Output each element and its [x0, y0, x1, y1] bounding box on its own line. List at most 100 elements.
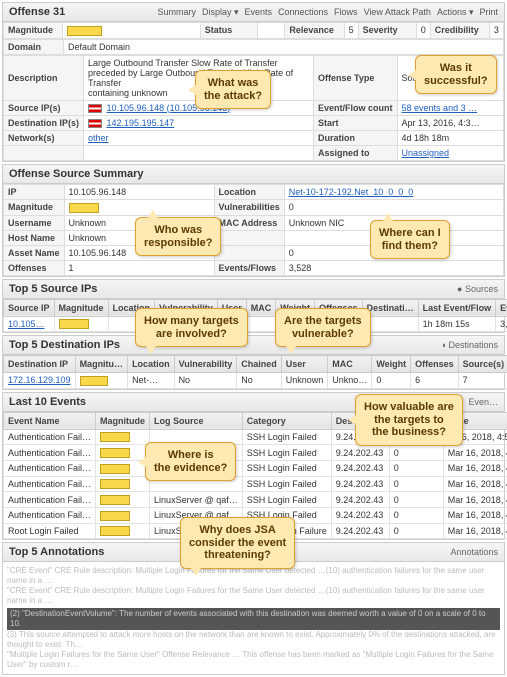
credibility-value: 3	[489, 23, 503, 39]
callout-targets-value: How valuable are the targets to the busi…	[355, 394, 463, 446]
source-summary-title: Offense Source Summary	[9, 168, 144, 180]
flag-icon	[88, 119, 102, 128]
domain-value: Default Domain	[64, 39, 504, 54]
network-link[interactable]: other	[88, 133, 109, 143]
severity-label: Severity	[358, 23, 416, 39]
col-header[interactable]: MAC	[328, 356, 372, 373]
callout-attack: What was the attack?	[195, 70, 271, 109]
annotation-line: (3) This source attempted to attack more…	[7, 630, 500, 650]
top-dest-grid: Destination IPMagnitu…LocationVulnerabil…	[3, 355, 507, 389]
annotation-line: "CRE Event" CRE Rule description: Multip…	[7, 566, 500, 586]
annotations-title: Top 5 Annotations	[9, 546, 104, 558]
col-header[interactable]: Source(s)	[458, 356, 507, 373]
callout-success: Was it successful?	[415, 55, 497, 94]
col-header[interactable]: Magnitude	[54, 299, 108, 316]
toolbar-summary[interactable]: Summary	[157, 7, 196, 17]
toolbar-events[interactable]: Events	[244, 7, 272, 17]
toolbar-display[interactable]: Display ▾	[202, 7, 239, 18]
toolbar-attackpath[interactable]: View Attack Path	[364, 7, 431, 17]
col-header[interactable]: Log Source	[150, 412, 243, 429]
col-header[interactable]: Chained	[237, 356, 282, 373]
network-label: Network(s)	[4, 130, 84, 145]
toolbar-connections[interactable]: Connections	[278, 7, 328, 17]
col-header[interactable]: Weight	[372, 356, 411, 373]
start-label: Start	[314, 115, 398, 130]
ss-host-label: Host Name	[4, 230, 65, 245]
callout-threat: Why does JSA consider the event threaten…	[180, 517, 295, 569]
ss-weight-label	[214, 245, 284, 260]
ss-off-value: 1	[64, 260, 214, 275]
severity-value: 0	[416, 23, 430, 39]
ss-ef-label: Events/Flows	[214, 260, 284, 275]
network-value: other	[84, 130, 314, 145]
top-dest-right[interactable]: ◑ Destinations	[441, 340, 498, 350]
ss-loc-link[interactable]: Net-10-172-192.Net_10_0_0_0	[289, 187, 414, 197]
toolbar-flows[interactable]: Flows	[334, 7, 358, 17]
dest-ip-link[interactable]: 142.195.195.147	[107, 118, 175, 128]
col-header[interactable]: Event Name	[4, 412, 96, 429]
table-row[interactable]: Authentication Fail…SSH Login Failed9.24…	[4, 445, 507, 461]
callout-find: Where can I find them?	[370, 220, 450, 259]
source-ip-label: Source IP(s)	[4, 100, 84, 115]
toolbar-actions[interactable]: Actions ▾	[437, 7, 474, 18]
col-header[interactable]: MAC	[246, 299, 276, 316]
ss-vuln-value: 0	[284, 199, 503, 215]
table-row[interactable]: 172.16.129.109Net-…NoNoUnknownUnkno…0673…	[4, 373, 507, 389]
ss-asset-label: Asset Name	[4, 245, 65, 260]
status-label: Status	[200, 23, 257, 39]
ss-mag-bar	[69, 203, 99, 213]
col-header[interactable]: Events/Fl…	[496, 299, 507, 316]
col-header[interactable]: Last Event/Flow	[418, 299, 496, 316]
col-header[interactable]: Source IP	[4, 299, 55, 316]
status-value	[257, 23, 285, 39]
eventflow-value: 58 events and 3 …	[397, 100, 503, 115]
eventflow-link[interactable]: 58 events and 3 …	[402, 103, 478, 113]
top-dest-section: Top 5 Destination IPs ◑ Destinations Des…	[2, 335, 505, 390]
callout-targets-count: How many targets are involved?	[135, 308, 248, 347]
col-header[interactable]: User	[281, 356, 328, 373]
col-header[interactable]: Offenses	[411, 356, 459, 373]
ss-mac-label: MAC Address	[214, 215, 284, 230]
ss-mag-value	[64, 199, 214, 215]
col-header[interactable]: Magnitude	[96, 412, 150, 429]
offense-type-label: Offense Type	[314, 55, 398, 100]
table-row[interactable]: Authentication Fail…SSH Login Failed9.24…	[4, 476, 507, 492]
table-row[interactable]: 10.105…1h 18m 15s3,528	[4, 316, 507, 332]
table-row[interactable]: Authentication Fail…LinuxServer @ qaf…SS…	[4, 492, 507, 508]
ss-blank-label	[214, 230, 284, 245]
assigned-link[interactable]: Unassigned	[402, 148, 450, 158]
ss-vuln-label: Vulnerabilities	[214, 199, 284, 215]
annotations-body: "CRE Event" CRE Rule description: Multip…	[3, 562, 504, 674]
dest-ip-label: Destination IP(s)	[4, 115, 84, 130]
dest-ip-value: 142.195.195.147	[84, 115, 314, 130]
ss-user-label: Username	[4, 215, 65, 230]
callout-evidence: Where is the evidence?	[145, 442, 236, 481]
col-header[interactable]: Magnitu…	[75, 356, 128, 373]
last-events-right[interactable]: Even…	[468, 397, 498, 407]
top-dest-title: Top 5 Destination IPs	[9, 339, 120, 351]
duration-label: Duration	[314, 130, 398, 145]
ss-ef-value: 3,528	[284, 260, 503, 275]
offense-summary-table: Magnitude Status Relevance 5 Severity 0 …	[3, 22, 504, 39]
callout-targets-vuln: Are the targets vulnerable?	[275, 308, 371, 347]
table-row[interactable]: Authentication Fail…SSH Login Failed9.24…	[4, 461, 507, 477]
top-source-grid: Source IPMagnitudeLocationVulnerabilityU…	[3, 299, 507, 333]
flag-icon	[88, 104, 102, 113]
relevance-label: Relevance	[285, 23, 344, 39]
assigned-value: Unassigned	[397, 145, 503, 160]
magnitude-label: Magnitude	[4, 23, 63, 39]
col-header[interactable]: Vulnerability	[174, 356, 237, 373]
magnitude-bar	[67, 26, 102, 36]
col-header[interactable]: Category	[242, 412, 331, 429]
ss-ip-label: IP	[4, 184, 65, 199]
duration-value: 4d 18h 18m	[397, 130, 503, 145]
toolbar-print[interactable]: Print	[479, 7, 498, 17]
col-header[interactable]: Destination IP	[4, 356, 76, 373]
annotations-right[interactable]: Annotations	[450, 547, 498, 557]
col-header[interactable]: Location	[128, 356, 175, 373]
start-value: Apr 13, 2016, 4:3…	[397, 115, 503, 130]
annotation-line: "CRE Event" CRE Rule description: Multip…	[7, 586, 500, 606]
eventflow-label: Event/Flow count	[314, 100, 398, 115]
top-source-right[interactable]: ● Sources	[457, 284, 498, 294]
source-summary-header: Offense Source Summary	[3, 165, 504, 184]
